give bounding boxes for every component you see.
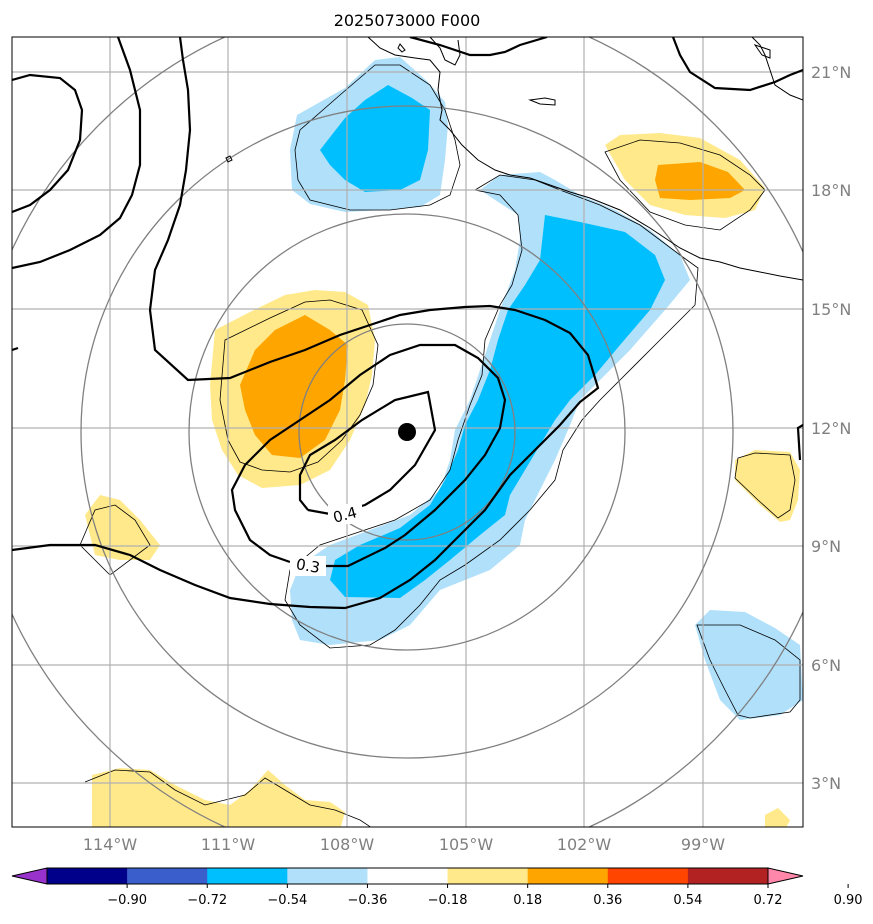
contour-label-0.4: 0.4 xyxy=(331,503,359,527)
lat-tick-label: 6°N xyxy=(811,656,841,675)
storm-center-marker xyxy=(398,423,416,441)
lon-tick-label: 105°W xyxy=(439,835,494,854)
colorbar-tick-label: −0.36 xyxy=(348,893,388,908)
colorbar-tick-label: 0.36 xyxy=(593,893,622,908)
colorbar-bin xyxy=(207,868,288,884)
colorbar-bin xyxy=(47,868,128,884)
lon-tick-label: 111°W xyxy=(201,835,256,854)
colorbar-tick-label: 0.90 xyxy=(834,893,863,908)
colorbar-over-triangle xyxy=(767,867,804,885)
positive-anomaly-shading-light xyxy=(85,133,800,827)
lat-axis: 3°N 6°N 9°N 12°N 15°N 18°N 21°N xyxy=(811,63,851,793)
colorbar-tick-label: −0.54 xyxy=(267,893,307,908)
lat-tick-label: 12°N xyxy=(811,419,851,438)
colorbar-under-triangle xyxy=(11,867,48,885)
colorbar-tick-label: −0.72 xyxy=(187,893,227,908)
colorbar-bin xyxy=(287,868,368,884)
colorbar-bin xyxy=(607,868,689,884)
contour-labels: 0.4 0.3 xyxy=(290,503,362,577)
lat-tick-label: 9°N xyxy=(811,537,841,556)
gridlines xyxy=(12,37,803,827)
colorbar-bin xyxy=(367,868,449,884)
colorbar-tick-label: −0.90 xyxy=(107,893,147,908)
lon-tick-label: 108°W xyxy=(320,835,375,854)
lon-tick-label: 114°W xyxy=(83,835,138,854)
lat-tick-label: 21°N xyxy=(811,63,851,82)
colorbar-tick-label: 0.54 xyxy=(673,893,702,908)
range-rings xyxy=(12,37,803,827)
contour-label-0.3: 0.3 xyxy=(295,555,322,577)
map-area: 0.4 0.3 xyxy=(12,37,803,827)
colorbar-bin xyxy=(447,868,529,884)
lat-tick-label: 3°N xyxy=(811,774,841,793)
lon-axis: 114°W 111°W 108°W 105°W 102°W 99°W xyxy=(83,835,725,854)
colorbar-bin xyxy=(127,868,208,884)
map-frame xyxy=(11,36,804,828)
lat-tick-label: 18°N xyxy=(811,181,851,200)
colorbar-tick-label: 0.18 xyxy=(513,893,542,908)
figure-title: 2025073000 F000 xyxy=(334,11,481,30)
lon-tick-label: 102°W xyxy=(557,835,612,854)
colorbar: −0.90 −0.72 −0.54 −0.36 −0.18 0.18 0.36 0.54 0.7… xyxy=(11,867,863,908)
colorbar-tick-label: 0.72 xyxy=(754,893,783,908)
colorbar-bin xyxy=(527,868,609,884)
lat-tick-label: 15°N xyxy=(811,300,851,319)
colorbar-tick-label: −0.18 xyxy=(428,893,468,908)
colorbar-bin xyxy=(687,868,769,884)
lon-tick-label: 99°W xyxy=(681,835,725,854)
